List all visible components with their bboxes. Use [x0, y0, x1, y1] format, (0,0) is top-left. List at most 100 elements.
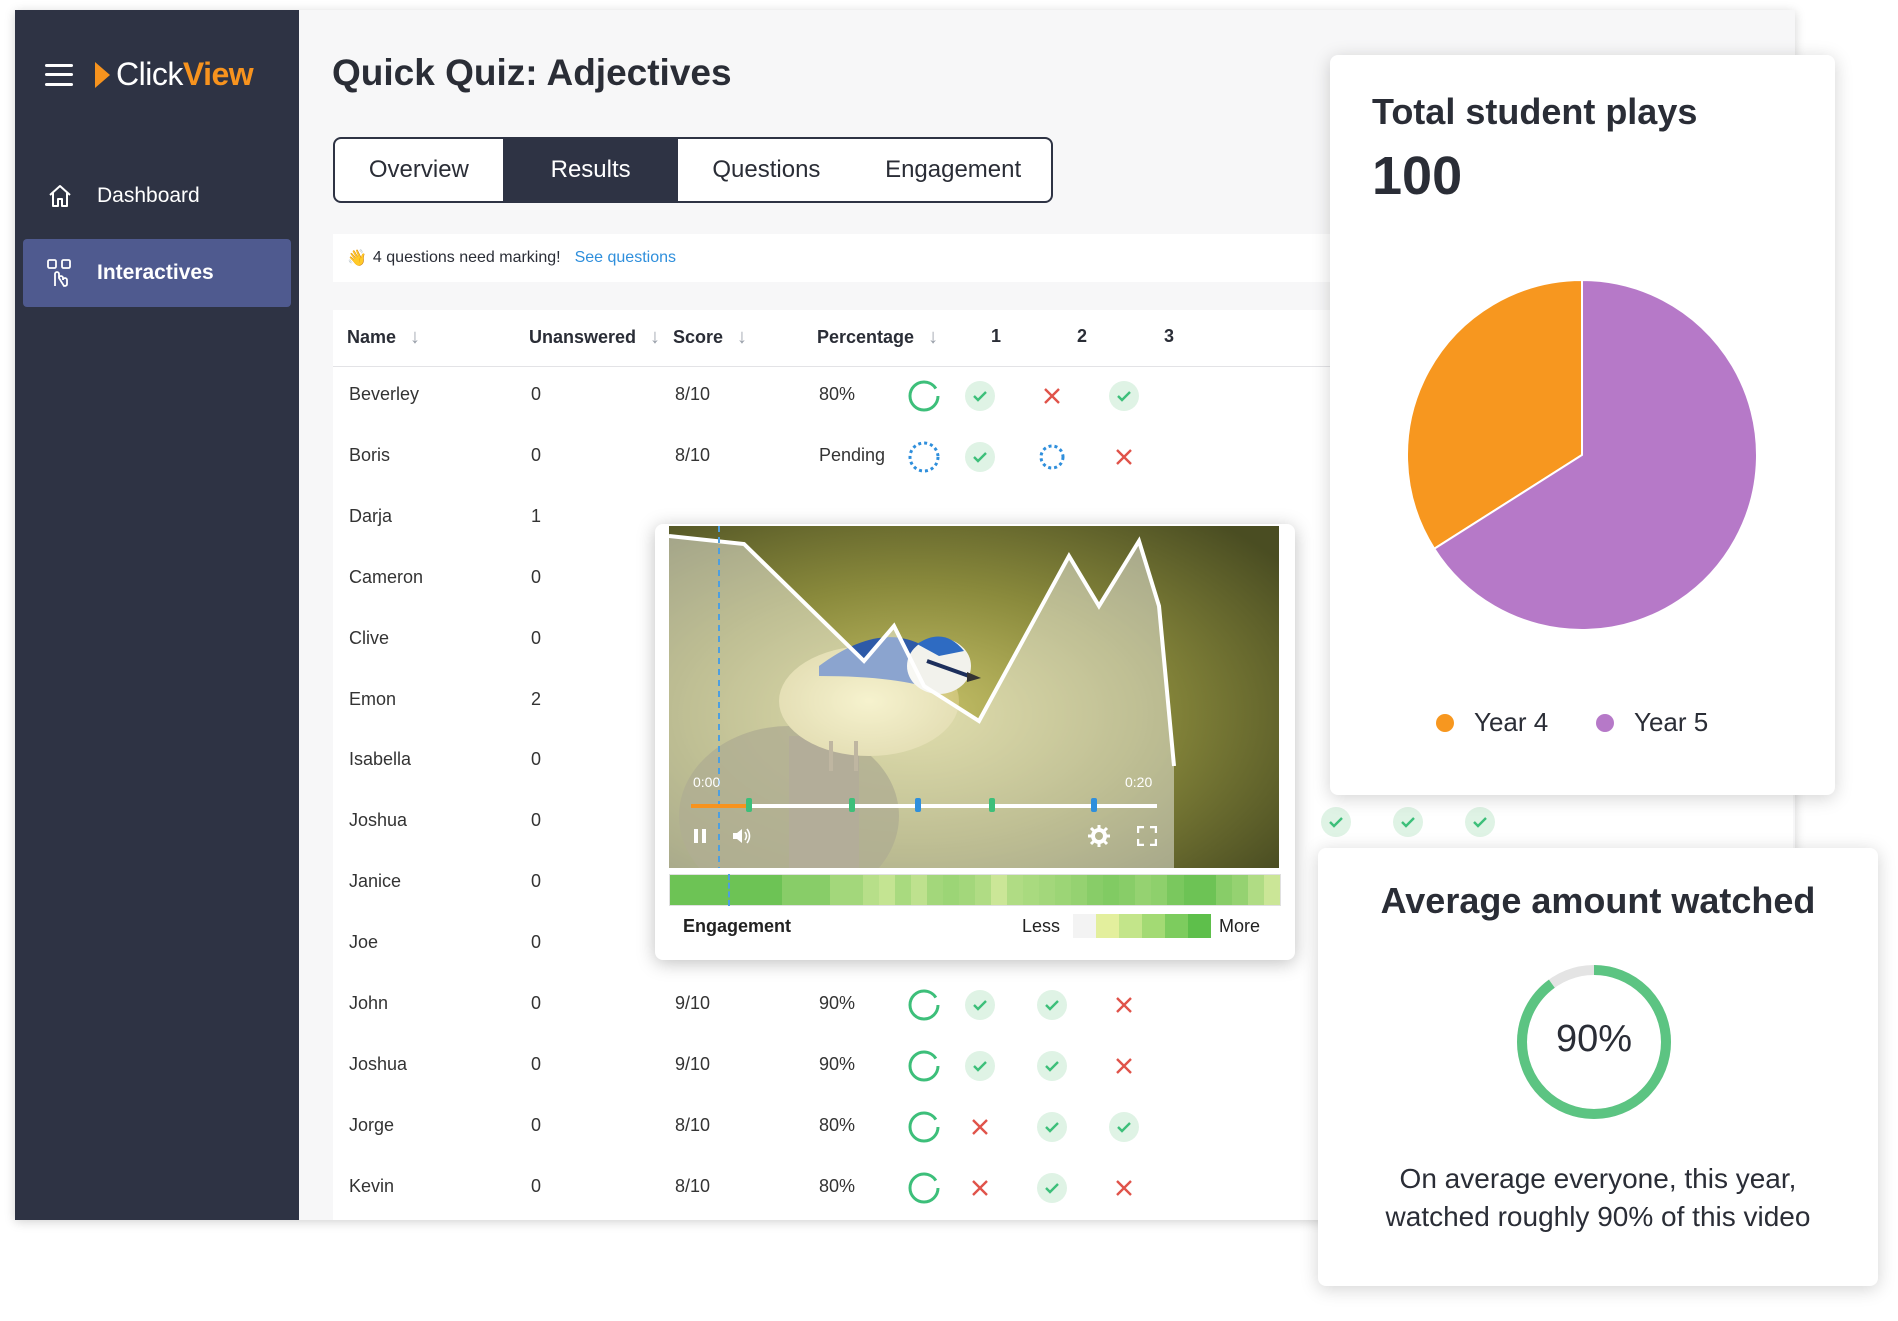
- cell-name: John: [349, 993, 389, 1013]
- check-icon[interactable]: [1035, 1110, 1069, 1144]
- play-logo-icon: [95, 61, 110, 88]
- check-icon[interactable]: [1035, 1049, 1069, 1083]
- cell-unanswered: 0: [531, 749, 542, 770]
- col-unanswered[interactable]: Unanswered ↓: [529, 326, 661, 348]
- heat-segment: [1055, 875, 1072, 905]
- cross-icon[interactable]: [1107, 440, 1141, 474]
- plays-total: 100: [1372, 146, 1463, 206]
- settings-gear-icon[interactable]: [1087, 824, 1111, 853]
- col-percentage[interactable]: Percentage ↓: [817, 326, 939, 348]
- menu-icon[interactable]: [45, 63, 73, 86]
- sort-arrow-icon: ↓: [928, 326, 939, 348]
- cell-percentage: Pending: [819, 444, 886, 465]
- table-row[interactable]: Clive 0: [333, 610, 1793, 671]
- sidebar-item-interactives[interactable]: Interactives: [23, 239, 291, 307]
- page-title: Quick Quiz: Adjectives: [332, 52, 732, 93]
- logo[interactable]: ClickView: [116, 56, 254, 92]
- pie-slice-year-5[interactable]: [1432, 278, 1758, 631]
- table-row[interactable]: John 0 9/10 90%: [333, 975, 1793, 1036]
- time-end: 0:20: [1125, 774, 1153, 790]
- cell-percentage: 90%: [819, 1053, 856, 1074]
- heat-segment: [1103, 875, 1120, 905]
- cross-icon[interactable]: [1107, 1049, 1141, 1083]
- check-icon[interactable]: [963, 988, 997, 1022]
- cell-name: Clive: [349, 627, 390, 648]
- cross-icon[interactable]: [1107, 1171, 1141, 1205]
- sort-arrow-icon: ↓: [410, 326, 421, 348]
- table-row[interactable]: Jorge 0 8/10 80%: [333, 1097, 1793, 1158]
- fullscreen-icon[interactable]: [1136, 825, 1158, 851]
- table-row[interactable]: Joshua 0: [333, 792, 1793, 853]
- cell-unanswered: 0: [531, 384, 542, 404]
- table-row[interactable]: Kevin 0 8/10 80%: [333, 1158, 1793, 1219]
- sidebar-item-label: Interactives: [97, 261, 214, 284]
- check-icon[interactable]: [963, 440, 997, 474]
- check-icon[interactable]: [1319, 805, 1353, 839]
- cell-unanswered: 0: [531, 810, 542, 831]
- check-icon[interactable]: [1035, 1171, 1069, 1205]
- touch-icon: [45, 258, 75, 288]
- cross-icon[interactable]: [963, 1171, 997, 1205]
- cell-name: Kevin: [349, 1175, 395, 1196]
- table-row[interactable]: Darja 1: [333, 488, 1793, 549]
- heat-segment: [926, 875, 943, 905]
- check-icon[interactable]: [963, 1049, 997, 1083]
- check-icon[interactable]: [1035, 988, 1069, 1022]
- col-q2[interactable]: 2: [1077, 326, 1088, 346]
- col-score[interactable]: Score ↓: [673, 326, 748, 348]
- cell-percentage: 80%: [819, 384, 856, 404]
- engagement-label: Engagement: [683, 916, 792, 936]
- col-name[interactable]: Name ↓: [347, 326, 421, 348]
- volume-icon[interactable]: [731, 826, 753, 851]
- heat-segment: [814, 875, 831, 905]
- legend-year5[interactable]: Year 5: [1596, 707, 1708, 738]
- table-row[interactable]: Emon 2: [333, 671, 1793, 732]
- pie-slice-year-4[interactable]: [1406, 278, 1583, 551]
- check-icon[interactable]: [1463, 805, 1497, 839]
- check-icon[interactable]: [1107, 1110, 1141, 1144]
- cross-icon[interactable]: [963, 1110, 997, 1144]
- cross-icon[interactable]: [1107, 988, 1141, 1022]
- heat-segment: [734, 875, 751, 905]
- check-icon[interactable]: [1391, 805, 1425, 839]
- cross-icon[interactable]: [1035, 379, 1069, 413]
- cell-name: Cameron: [349, 566, 424, 587]
- heat-segment: [686, 875, 703, 905]
- average-description: On average everyone, this year, watched …: [1385, 1163, 1811, 1232]
- tab-results[interactable]: Results: [503, 139, 678, 201]
- heat-segment: [974, 875, 991, 905]
- table-row[interactable]: Cameron 0: [333, 549, 1793, 610]
- video-player[interactable]: 0:00 0:20: [669, 526, 1279, 868]
- table-row[interactable]: Joe 0: [333, 914, 1793, 975]
- table-row[interactable]: Boris 0 8/10 Pending: [333, 427, 1793, 488]
- heat-segment: [1167, 875, 1184, 905]
- cell-score: 8/10: [675, 444, 711, 465]
- heat-segment: [1119, 875, 1136, 905]
- sidebar-item-dashboard[interactable]: Dashboard: [23, 162, 291, 230]
- check-icon[interactable]: [1107, 379, 1141, 413]
- tab-engagement[interactable]: Engagement: [885, 156, 1022, 183]
- wave-icon: 👋: [347, 250, 367, 267]
- brand: ClickView: [45, 56, 254, 93]
- marking-notice: 👋 4 questions need marking! See question…: [333, 234, 1333, 282]
- legend-year4[interactable]: Year 4: [1436, 707, 1548, 738]
- col-q3[interactable]: 3: [1164, 326, 1175, 346]
- table-row[interactable]: Janice 0: [333, 853, 1793, 914]
- pause-icon[interactable]: [693, 828, 707, 849]
- video-frame-art: [669, 526, 1279, 868]
- table-row[interactable]: Isabella 0: [333, 731, 1793, 792]
- check-icon[interactable]: [963, 379, 997, 413]
- tab-questions[interactable]: Questions: [712, 156, 821, 183]
- tab-overview[interactable]: Overview: [335, 139, 504, 201]
- table-row[interactable]: Joshua 0 9/10 90%: [333, 1036, 1793, 1097]
- cell-score: 8/10: [675, 1175, 711, 1196]
- legend-dot-year5: [1596, 713, 1614, 732]
- table-row[interactable]: Beverley 0 8/10 80%: [333, 366, 1793, 427]
- pending-icon[interactable]: [1035, 440, 1069, 474]
- see-questions-link[interactable]: See questions: [574, 249, 676, 266]
- cell-score: 9/10: [675, 993, 711, 1013]
- heat-segment: [1183, 875, 1200, 905]
- col-q1[interactable]: 1: [991, 326, 1002, 346]
- heat-segment: [942, 875, 959, 905]
- engagement-more-label: More: [1219, 916, 1261, 936]
